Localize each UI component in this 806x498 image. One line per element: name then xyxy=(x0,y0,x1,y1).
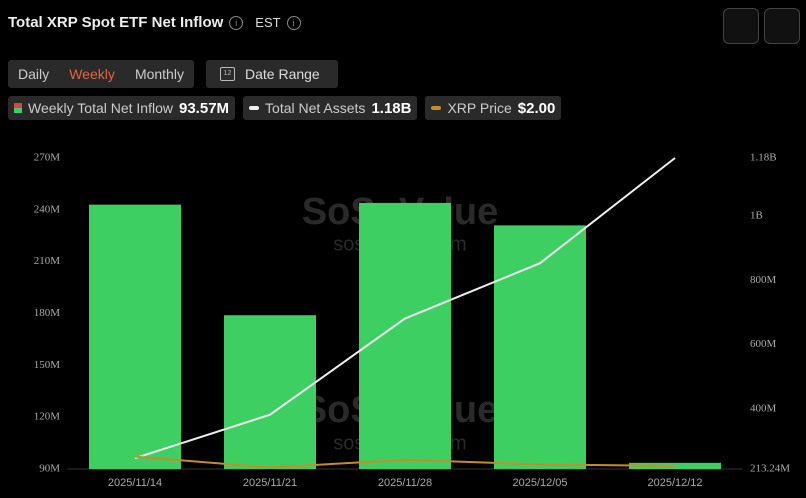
x-tick-label: 2025/12/05 xyxy=(512,477,567,489)
calendar-icon: 12 xyxy=(220,67,235,81)
line xyxy=(134,157,676,460)
bar xyxy=(494,225,586,469)
legend-label: Total Net Assets xyxy=(265,100,366,116)
share-button[interactable] xyxy=(764,8,800,44)
y2-tick-label: 1.18B xyxy=(750,152,777,164)
info-icon[interactable]: i xyxy=(229,15,244,30)
legend-swatch xyxy=(14,103,22,113)
y2-tick-label: 400M xyxy=(750,402,777,414)
period-tab[interactable]: Monthly xyxy=(134,66,184,82)
legend-value: 93.57M xyxy=(179,99,230,117)
y-tick-label: 90M xyxy=(39,463,60,475)
legend-item[interactable]: Weekly Total Net Inflow 93.57M xyxy=(8,96,236,120)
y-tick-label: 210M xyxy=(34,255,61,267)
y-tick-label: 240M xyxy=(34,203,61,215)
legend-swatch xyxy=(431,106,442,110)
y-tick-label: 150M xyxy=(34,359,61,371)
y2-tick-label: 800M xyxy=(750,274,777,286)
legend: Weekly Total Net Inflow 93.57M Total Net A… xyxy=(8,96,562,120)
period-tab[interactable]: Daily xyxy=(18,66,50,82)
legend-label: Weekly Total Net Inflow xyxy=(28,100,173,116)
legend-value: $2.00 xyxy=(517,99,556,117)
title: Total XRP Spot ETF Net Inflow xyxy=(8,14,224,31)
legend-value: 1.18B xyxy=(371,99,412,117)
legend-item[interactable]: XRP Price $2.00 xyxy=(425,96,562,120)
y-tick-label: 180M xyxy=(34,307,61,319)
date-range-label: Date Range xyxy=(245,66,320,82)
x-tick-label: 2025/11/21 xyxy=(243,477,297,489)
x-tick-label: 2025/12/12 xyxy=(647,477,702,489)
y2-tick-label: 600M xyxy=(750,338,777,350)
legend-label: XRP Price xyxy=(447,100,512,116)
info-icon[interactable]: i xyxy=(286,15,301,30)
y-tick-label: 270M xyxy=(34,152,61,164)
y2-tick-label: 213.24M xyxy=(750,463,790,475)
fullscreen-button[interactable] xyxy=(723,8,759,44)
legend-item[interactable]: Total Net Assets 1.18B xyxy=(243,96,418,120)
date-range-button[interactable]: 12 Date Range xyxy=(206,60,338,88)
bar xyxy=(89,204,181,469)
y-tick-label: 120M xyxy=(34,411,61,423)
y2-tick-label: 1B xyxy=(750,209,763,221)
x-tick-label: 2025/11/28 xyxy=(378,477,432,489)
period-tab[interactable]: Weekly xyxy=(69,66,115,82)
x-tick-label: 2025/11/14 xyxy=(108,477,162,489)
timezone: EST xyxy=(255,15,281,30)
line xyxy=(134,455,676,469)
header: Total XRP Spot ETF Net Inflow i EST i xyxy=(8,14,301,31)
period-tabs: Daily Weekly Monthly xyxy=(8,60,194,88)
bar xyxy=(359,202,451,469)
legend-swatch xyxy=(249,106,260,110)
